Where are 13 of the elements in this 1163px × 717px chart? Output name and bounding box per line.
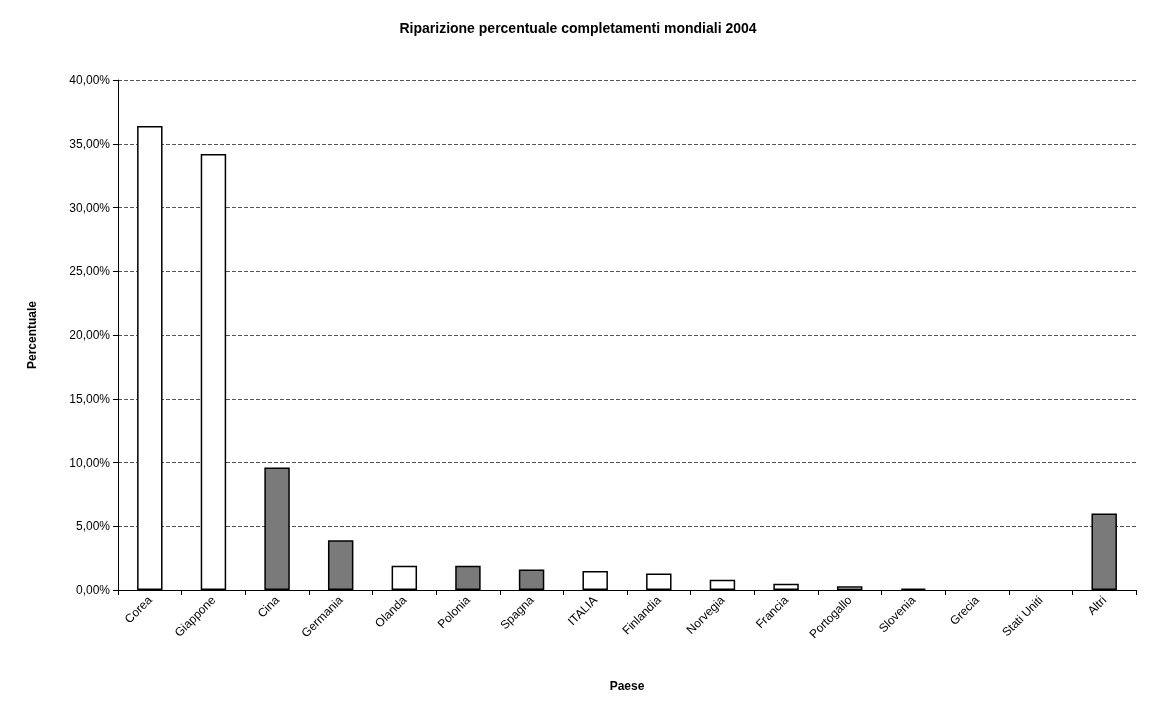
y-tick-label: 5,00% xyxy=(75,519,111,534)
x-tick-label: Cina xyxy=(254,592,283,621)
y-axis-title: Percentuale xyxy=(25,300,39,370)
y-tick-label: 35,00% xyxy=(69,136,111,151)
y-tick-label: 20,00% xyxy=(69,328,111,342)
y-tick-label: 10,00% xyxy=(69,455,111,470)
y-tick-label: 25,00% xyxy=(69,264,111,279)
chart-title: Riparizione percentuale completamenti mondiali 2004 xyxy=(399,20,757,36)
y-tick-label: 40,00% xyxy=(69,73,111,87)
y-tick-label: 30,00% xyxy=(69,200,111,215)
y-tick-label: 15,00% xyxy=(69,391,111,406)
y-tick-label: 0,00% xyxy=(75,583,111,597)
x-axis-title: Paese xyxy=(609,679,645,693)
